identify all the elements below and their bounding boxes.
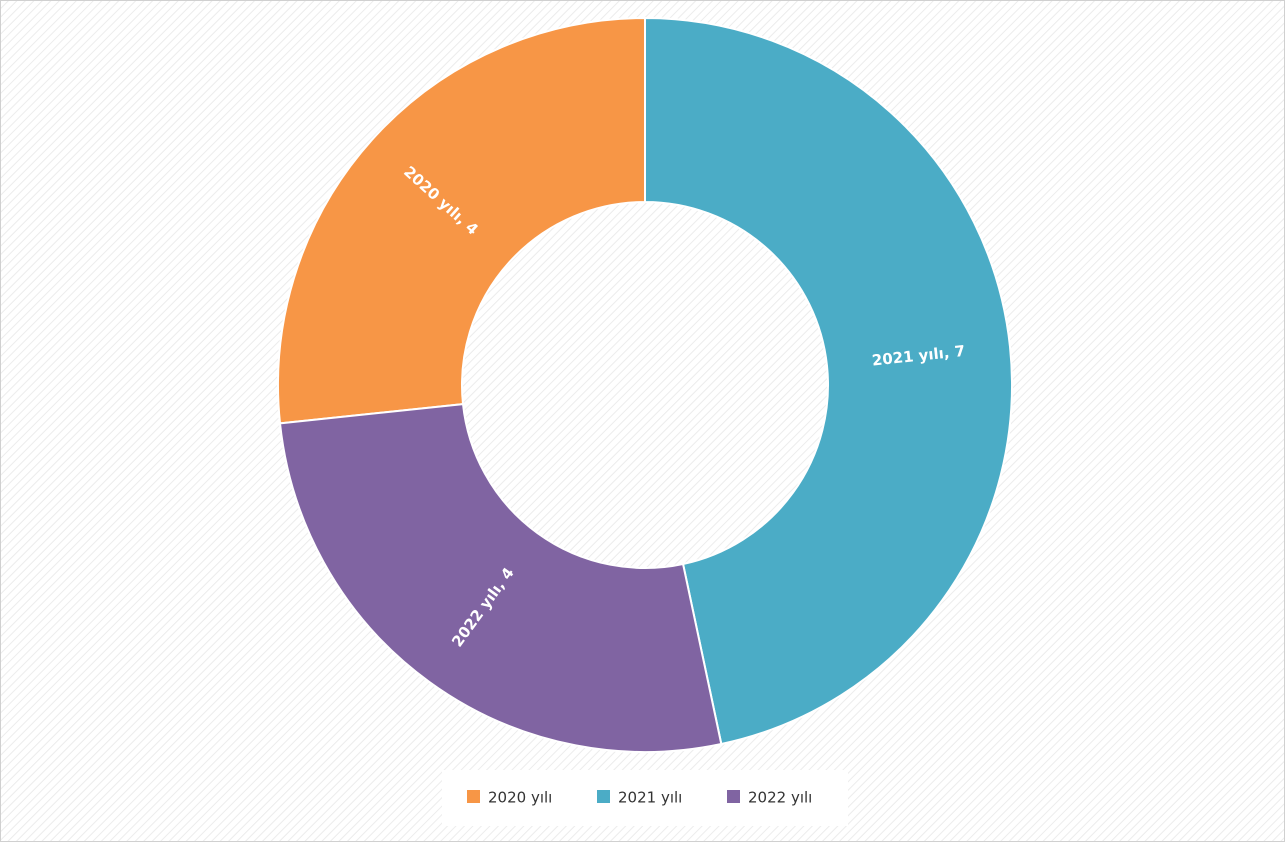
donut-slice bbox=[277, 16, 646, 425]
donut-slice bbox=[644, 16, 1013, 746]
legend-label: 2021 yılı bbox=[618, 789, 682, 807]
legend-swatch bbox=[467, 790, 480, 803]
legend-label: 2022 yılı bbox=[748, 789, 812, 807]
legend-swatch bbox=[727, 790, 740, 803]
donut-slice bbox=[278, 403, 723, 753]
legend-swatch bbox=[597, 790, 610, 803]
legend-label: 2020 yılı bbox=[488, 789, 552, 807]
legend-box bbox=[442, 770, 848, 826]
